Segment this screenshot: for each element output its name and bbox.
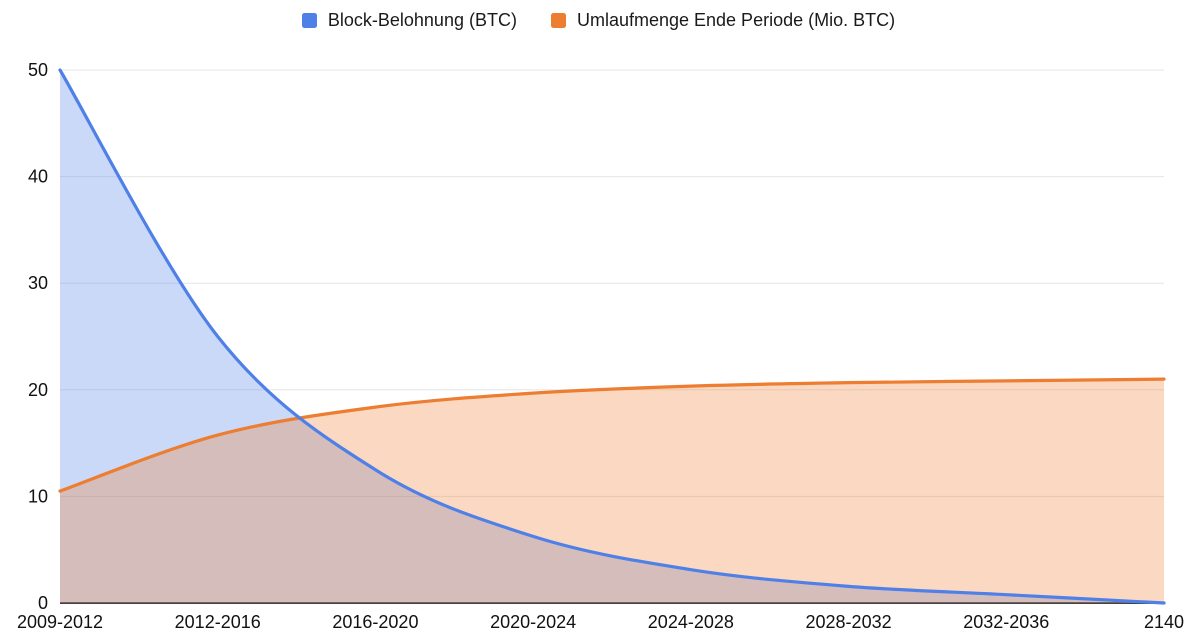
- y-axis-label: 40: [28, 167, 48, 187]
- chart-legend: Block-Belohnung (BTC) Umlaufmenge Ende P…: [0, 8, 1197, 32]
- y-axis-label: 50: [28, 60, 48, 80]
- series-area-1: [60, 379, 1164, 603]
- y-axis-label: 20: [28, 380, 48, 400]
- legend-swatch-block-reward-icon: [301, 12, 317, 28]
- legend-item-block-reward: Block-Belohnung (BTC): [301, 8, 517, 32]
- y-axis-label: 10: [28, 486, 48, 506]
- x-axis-label: 2024-2028: [648, 612, 734, 632]
- x-axis-label: 2028-2032: [806, 612, 892, 632]
- x-axis-label: 2032-2036: [963, 612, 1049, 632]
- legend-item-circulating-supply: Umlaufmenge Ende Periode (Mio. BTC): [550, 8, 896, 32]
- legend-label-block-reward: Block-Belohnung (BTC): [327, 10, 517, 30]
- series-line-0: [58, 68, 1166, 605]
- x-axis-label: 2009-2012: [17, 612, 103, 632]
- y-axis-label: 0: [38, 593, 48, 613]
- series-line-1: [58, 377, 1166, 493]
- series-area-0: [60, 70, 1164, 603]
- legend-label-circulating-supply: Umlaufmenge Ende Periode (Mio. BTC): [576, 10, 896, 30]
- x-axis-label: 2140: [1144, 612, 1184, 632]
- y-axis-label: 30: [28, 273, 48, 293]
- x-axis-label: 2016-2020: [332, 612, 418, 632]
- x-axis-label: 2020-2024: [490, 612, 576, 632]
- x-axis-label: 2012-2016: [175, 612, 261, 632]
- legend-swatch-circulating-supply-icon: [550, 12, 566, 28]
